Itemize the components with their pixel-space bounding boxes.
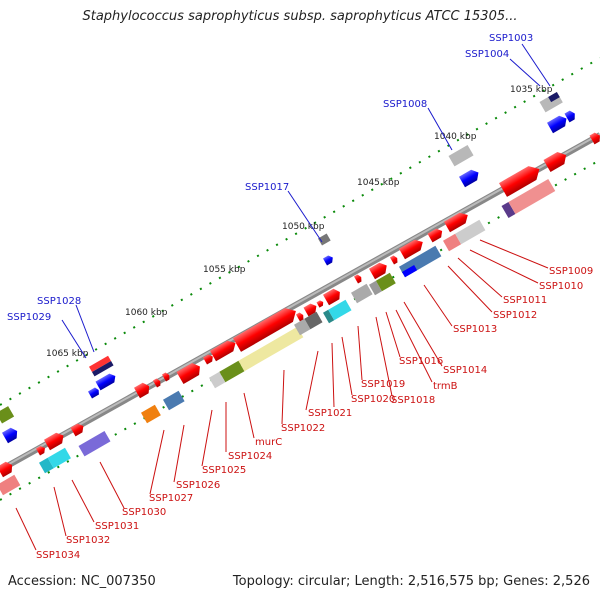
gene-label: SSP1012 xyxy=(493,310,537,321)
gene-feature xyxy=(89,355,114,377)
gene-feature xyxy=(0,461,13,478)
gene-feature xyxy=(399,239,423,260)
gene-feature xyxy=(499,166,540,197)
gene-feature xyxy=(70,423,84,437)
gene-feature xyxy=(543,151,567,173)
gene-label: SSP1017 xyxy=(245,182,289,193)
gene-feature xyxy=(501,178,556,219)
gene-feature xyxy=(141,404,161,424)
gene-feature xyxy=(2,427,18,444)
gene-label: murC xyxy=(255,437,282,448)
gene-feature xyxy=(95,373,116,391)
gene-label: SSP1021 xyxy=(308,408,352,419)
kbp-tick-label: 1045 kbp xyxy=(357,178,400,188)
gene-label: SSP1030 xyxy=(122,507,166,518)
gene-feature xyxy=(153,378,161,388)
gene-feature xyxy=(318,233,331,246)
gene-feature xyxy=(589,132,600,145)
upper-gene-labels[interactable]: SSP1003 SSP1004 SSP1008 SSP1017 SSP1028 … xyxy=(7,33,551,359)
gene-feature xyxy=(354,274,362,284)
gene-feature xyxy=(303,303,317,317)
gene-feature xyxy=(39,447,71,474)
gene-label: SSP1029 xyxy=(7,312,51,323)
gene-feature xyxy=(88,387,99,399)
gene-feature xyxy=(203,354,213,365)
gene-feature xyxy=(323,288,340,306)
gene-feature xyxy=(210,340,236,362)
kbp-tick-label: 1060 kbp xyxy=(125,308,168,318)
gene-feature xyxy=(564,110,575,123)
gene-feature xyxy=(296,312,304,322)
gene-label: SSP1019 xyxy=(361,379,405,390)
gene-label: SSP1026 xyxy=(176,480,220,491)
gene-feature xyxy=(294,311,323,336)
gene-feature xyxy=(399,245,442,278)
gene-feature xyxy=(390,255,398,265)
gene-feature xyxy=(316,300,324,308)
gene-label: SSP1013 xyxy=(453,324,497,335)
gene-label: SSP1028 xyxy=(37,296,81,307)
gene-label: SSP1016 xyxy=(399,356,443,367)
lower-gene-label-texts[interactable]: SSP1009 SSP1010 SSP1011 SSP1012 SSP1013 … xyxy=(36,266,593,561)
gene-feature xyxy=(369,272,396,296)
gene-label: SSP1032 xyxy=(66,535,110,546)
gene-feature xyxy=(44,432,64,451)
gene-feature xyxy=(0,406,15,424)
gene-feature xyxy=(0,474,21,496)
gene-feature xyxy=(444,212,468,233)
kbp-tick-label: 1035 kbp xyxy=(510,85,553,95)
kbp-tick-label: 1040 kbp xyxy=(434,132,477,142)
gene-feature xyxy=(459,169,479,188)
kbp-tick-label: 1050 kbp xyxy=(282,222,325,232)
gene-label: SSP1020 xyxy=(351,394,395,405)
gene-feature xyxy=(443,219,486,252)
genome-title: Staphylococcus saprophyticus subsp. sapr… xyxy=(82,9,518,24)
gene-label: trmB xyxy=(433,381,458,392)
gene-label: SSP1031 xyxy=(95,521,139,532)
gene-feature xyxy=(209,326,304,389)
genome-backbone xyxy=(0,132,600,473)
gene-feature xyxy=(448,144,474,167)
gene-label: SSP1011 xyxy=(503,295,547,306)
lower-gene-labels[interactable] xyxy=(15,239,549,551)
gene-label: SSP1024 xyxy=(228,451,272,462)
lower-strand-features[interactable] xyxy=(0,131,600,496)
gene-feature xyxy=(369,262,387,280)
kbp-tick-label: 1055 kbp xyxy=(203,265,246,275)
gene-feature xyxy=(323,255,333,266)
gene-label: SSP1014 xyxy=(443,365,487,376)
gene-feature xyxy=(163,390,185,411)
gene-label: SSP1009 xyxy=(549,266,593,277)
gene-feature xyxy=(176,362,200,385)
gene-feature xyxy=(539,91,563,113)
gene-feature xyxy=(36,446,45,456)
kbp-labels: 1035 kbp 1040 kbp 1045 kbp 1050 kbp 1055… xyxy=(46,85,553,359)
gene-feature xyxy=(427,228,443,243)
gene-feature xyxy=(162,372,170,382)
gene-feature xyxy=(351,283,373,304)
gene-feature xyxy=(134,382,150,399)
gene-label: SSP1008 xyxy=(383,99,427,110)
genome-summary-text: Topology: circular; Length: 2,516,575 bp… xyxy=(232,574,590,589)
gene-label: SSP1027 xyxy=(149,493,193,504)
gene-label: SSP1034 xyxy=(36,550,80,561)
upper-strand-features[interactable] xyxy=(0,91,577,444)
gene-label: SSP1018 xyxy=(391,395,435,406)
kbp-tick-label: 1065 kbp xyxy=(46,349,89,359)
gene-label: SSP1003 xyxy=(489,33,533,44)
gene-label: SSP1022 xyxy=(281,423,325,434)
gene-feature xyxy=(233,308,296,352)
accession-text: Accession: NC_007350 xyxy=(8,574,156,589)
gene-feature xyxy=(78,430,111,457)
gene-label: SSP1025 xyxy=(202,465,246,476)
gene-label: SSP1004 xyxy=(465,49,509,60)
gene-feature xyxy=(547,115,567,134)
gene-feature xyxy=(323,299,352,324)
gene-label: SSP1010 xyxy=(539,281,583,292)
